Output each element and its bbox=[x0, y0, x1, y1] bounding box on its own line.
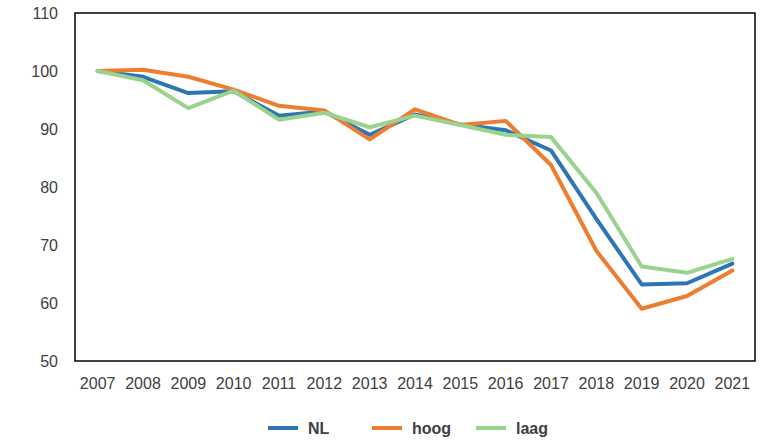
legend: NL hoog laag bbox=[268, 420, 548, 437]
y-tick-label: 80 bbox=[40, 179, 58, 196]
x-tick-label: 2020 bbox=[669, 375, 705, 392]
y-tick-label: 100 bbox=[31, 63, 58, 80]
x-tick-label: 2021 bbox=[715, 375, 751, 392]
y-tick-label: 60 bbox=[40, 295, 58, 312]
x-tick-label: 2016 bbox=[488, 375, 524, 392]
x-tick-label: 2019 bbox=[624, 375, 660, 392]
y-tick-label: 70 bbox=[40, 237, 58, 254]
series-line bbox=[98, 71, 733, 284]
x-tick-label: 2013 bbox=[352, 375, 388, 392]
x-tick-label: 2014 bbox=[397, 375, 433, 392]
chart-container: 50 60 70 80 90 100 110 2007 2008 2009 2010 2011 2012… bbox=[0, 0, 770, 446]
x-tick-label: 2010 bbox=[216, 375, 252, 392]
x-tick-label: 2011 bbox=[262, 375, 297, 392]
legend-swatch bbox=[372, 426, 402, 430]
y-tick-label: 110 bbox=[32, 5, 58, 22]
plot-frame bbox=[75, 13, 755, 361]
legend-label: hoog bbox=[412, 420, 451, 437]
series-line bbox=[98, 70, 733, 309]
y-tick-label: 50 bbox=[40, 353, 58, 370]
legend-swatch bbox=[268, 426, 298, 430]
chart: 50 60 70 80 90 100 110 2007 2008 2009 2010 2011 2012… bbox=[0, 0, 770, 446]
x-tick-label: 2015 bbox=[443, 375, 479, 392]
legend-label: laag bbox=[516, 420, 548, 437]
x-tick-label: 2007 bbox=[80, 375, 116, 392]
x-tick-label: 2009 bbox=[171, 375, 207, 392]
x-tick-label: 2018 bbox=[579, 375, 615, 392]
legend-swatch bbox=[476, 426, 506, 430]
x-tick-label: 2017 bbox=[533, 375, 569, 392]
x-tick-label: 2008 bbox=[125, 375, 161, 392]
series-line bbox=[98, 71, 733, 273]
plot-lines bbox=[98, 70, 733, 309]
y-tick-label: 90 bbox=[40, 121, 58, 138]
legend-label: NL bbox=[308, 420, 330, 437]
x-tick-label: 2012 bbox=[307, 375, 343, 392]
